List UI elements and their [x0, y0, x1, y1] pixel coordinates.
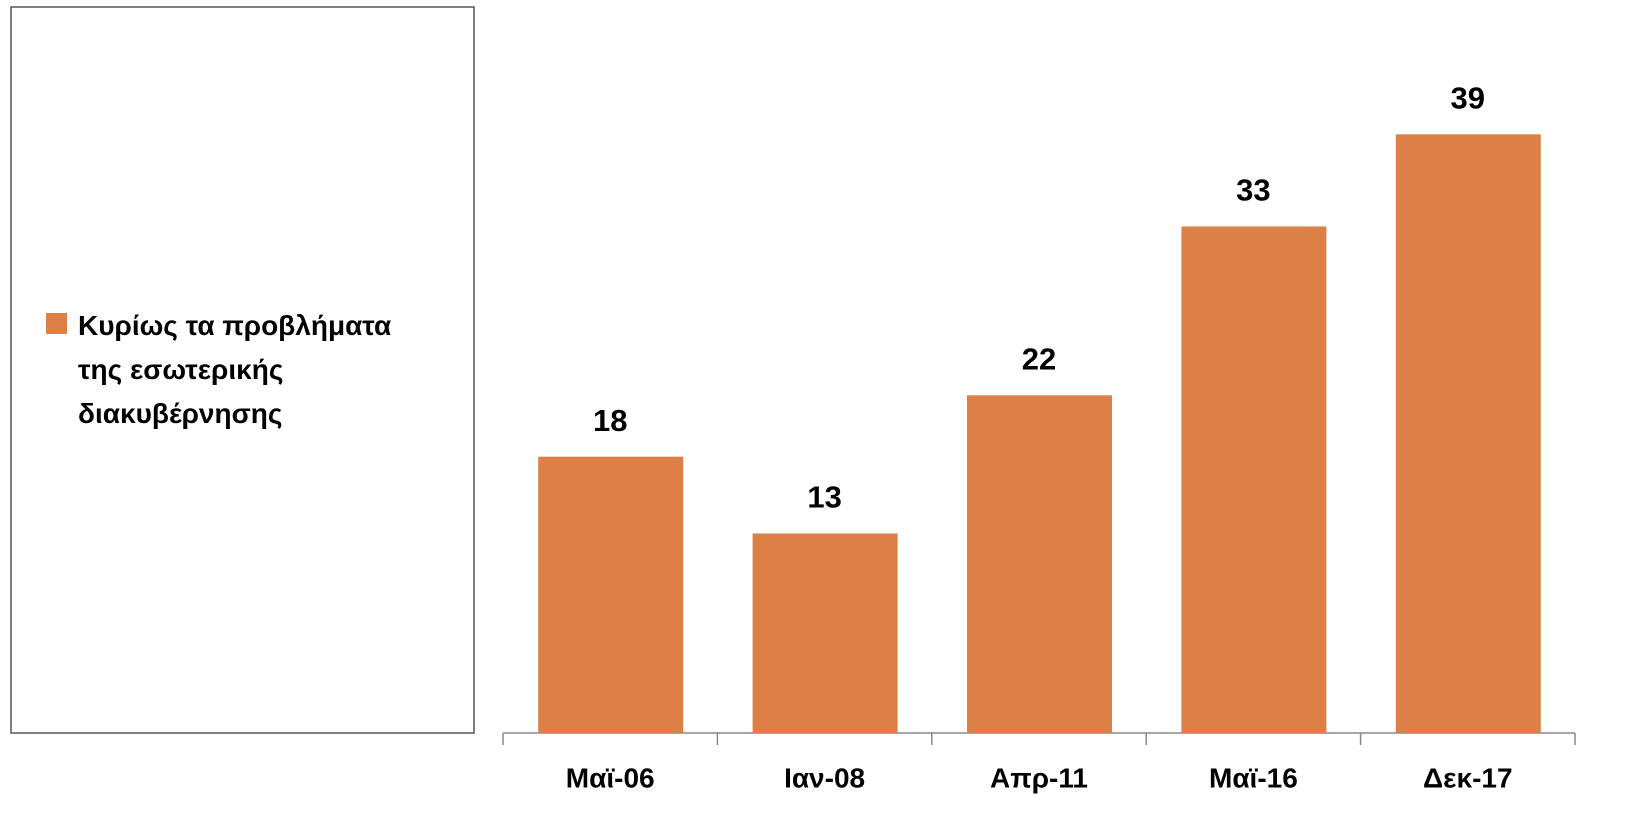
x-tick-label: Ιαν-08 — [784, 762, 865, 793]
bar — [1395, 134, 1541, 734]
x-tick-label: Απρ-11 — [990, 762, 1088, 793]
x-tick-label: Δεκ-17 — [1423, 762, 1513, 793]
bar — [538, 456, 684, 733]
legend-box — [10, 6, 475, 734]
data-label: 39 — [1451, 81, 1485, 116]
bar — [752, 533, 898, 733]
data-label: 33 — [1236, 173, 1270, 208]
x-tick-label: Μαϊ-16 — [1209, 762, 1298, 793]
data-label: 13 — [807, 480, 841, 515]
bar — [1181, 226, 1327, 733]
data-label: 18 — [593, 403, 627, 438]
legend-swatch — [46, 313, 67, 334]
bar — [967, 395, 1112, 733]
data-label: 22 — [1022, 341, 1056, 376]
legend-label: Κυρίως τα προβλήματα της εσωτερικής διακ… — [78, 310, 392, 429]
x-tick-label: Μαϊ-06 — [566, 762, 655, 793]
